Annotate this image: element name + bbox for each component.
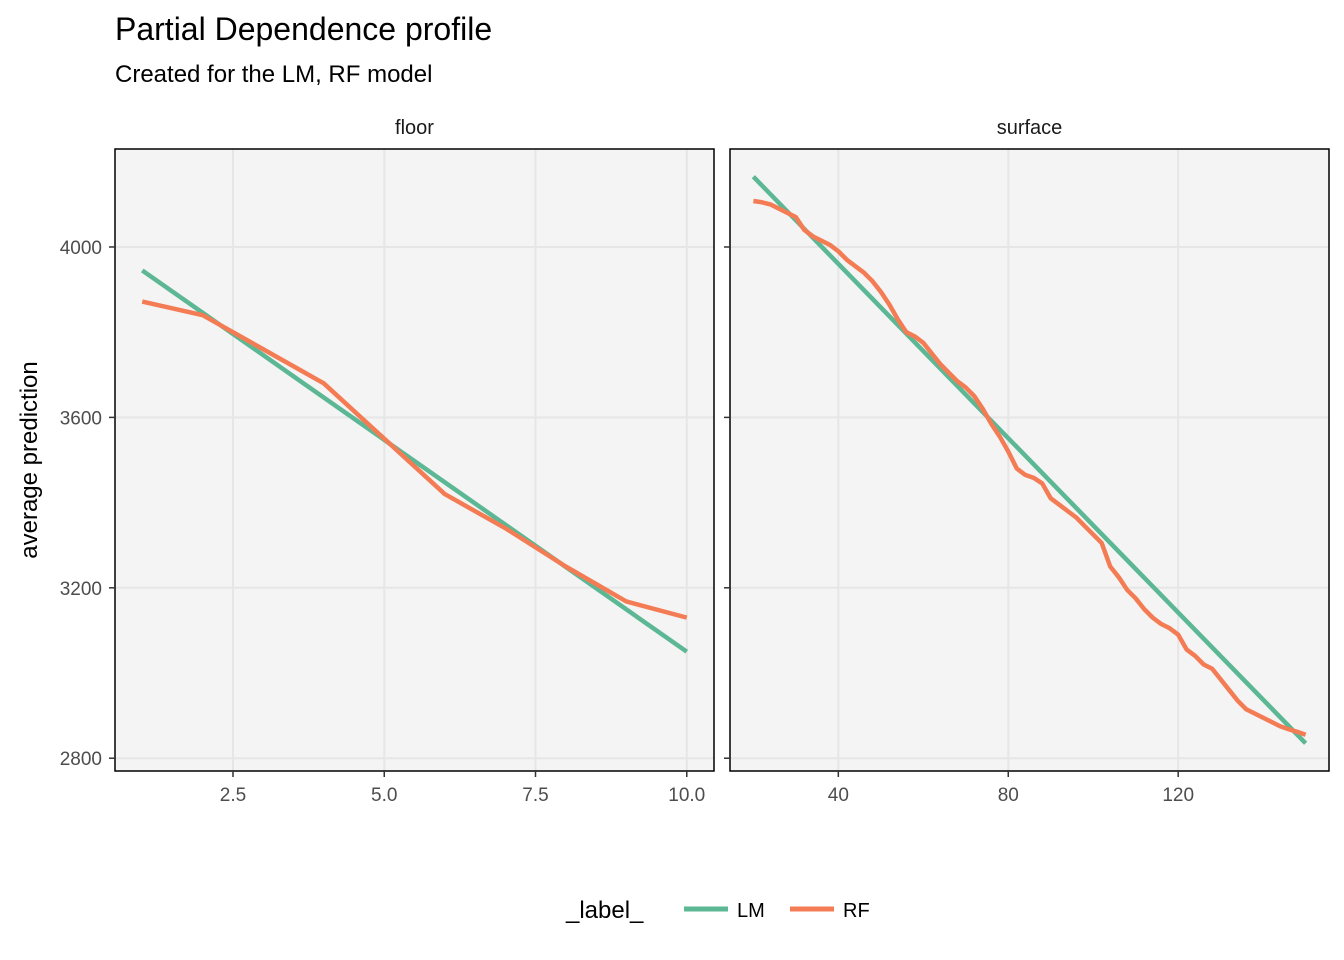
x-tick-label: 40 bbox=[828, 785, 849, 806]
chart-title: Partial Dependence profile bbox=[115, 11, 492, 47]
series-line-lm bbox=[751, 175, 1308, 745]
x-tick-label: 5.0 bbox=[371, 785, 397, 806]
series-line-rf bbox=[141, 299, 688, 620]
legend-label-lm: LM bbox=[737, 900, 765, 922]
legend-label-rf: RF bbox=[843, 900, 870, 922]
x-tick-label: 7.5 bbox=[522, 785, 548, 806]
x-tick-label: 120 bbox=[1162, 785, 1194, 806]
y-tick-label: 3600 bbox=[60, 408, 102, 429]
legend-title: _label_ bbox=[565, 897, 644, 924]
y-tick-label: 3200 bbox=[60, 579, 102, 600]
y-axis-label: average prediction bbox=[16, 361, 43, 558]
panel-border bbox=[114, 148, 715, 772]
panel-floor: floor 2.5 5.0 7.5 10.0 2800 3200 3600 4000 bbox=[60, 117, 715, 806]
x-tick-label: 2.5 bbox=[220, 785, 246, 806]
x-tick-label: 10.0 bbox=[668, 785, 705, 806]
strip-label-floor: floor bbox=[395, 117, 434, 139]
chart-subtitle: Created for the LM, RF model bbox=[115, 61, 432, 88]
y-tick-label: 4000 bbox=[60, 238, 102, 259]
panel-surface: surface 40 80 120 bbox=[724, 117, 1330, 806]
panel-border bbox=[729, 148, 1330, 772]
series-line-rf bbox=[753, 198, 1307, 737]
y-tick-label: 2800 bbox=[60, 749, 102, 770]
legend: _label_ LM RF bbox=[565, 897, 870, 924]
strip-label-surface: surface bbox=[997, 117, 1063, 139]
facet-panels: floor 2.5 5.0 7.5 10.0 2800 3200 3600 4000 surfac… bbox=[60, 117, 1330, 806]
x-tick-label: 80 bbox=[998, 785, 1019, 806]
